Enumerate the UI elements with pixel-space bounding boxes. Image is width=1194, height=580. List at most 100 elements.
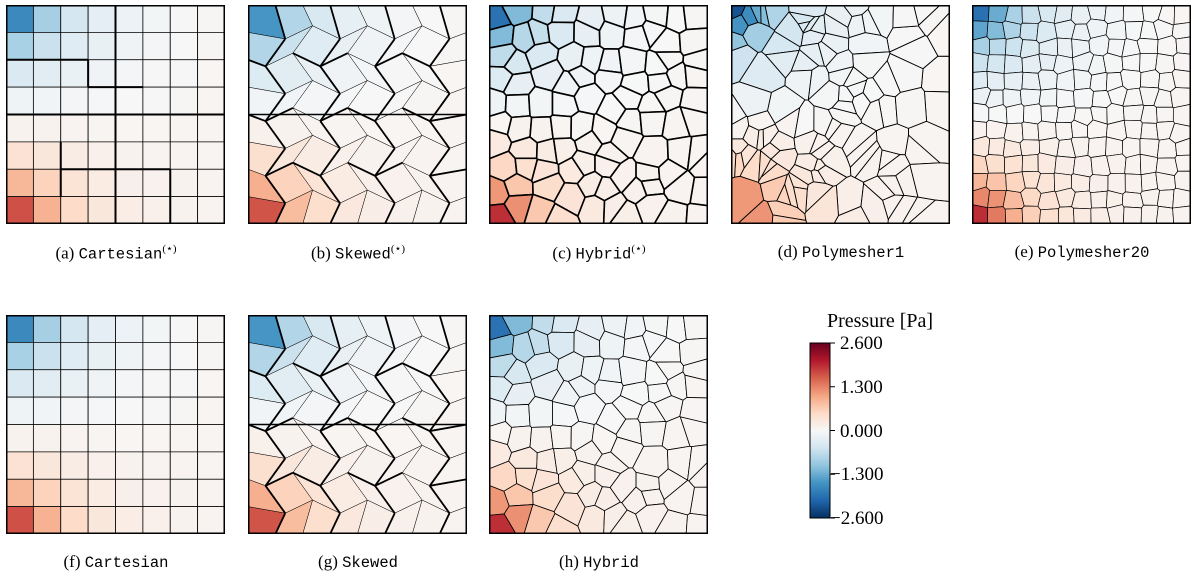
mesh-cell [87, 196, 116, 224]
mesh-cell [412, 499, 450, 534]
mesh-cell [972, 204, 989, 224]
mesh-edge [264, 457, 286, 487]
mesh-cell [197, 341, 225, 371]
mesh-cell [197, 478, 225, 508]
mesh-cell [142, 59, 171, 88]
mesh-cell [197, 369, 225, 398]
mesh-cell [197, 451, 225, 480]
mesh-cell [32, 396, 62, 425]
panel-frame [248, 5, 467, 224]
mesh-cell [1140, 105, 1158, 124]
mesh-cell [142, 315, 171, 343]
mesh-cell [32, 59, 62, 88]
mesh-cell [169, 141, 199, 170]
mesh-edge [264, 147, 286, 177]
mesh-cell [1140, 171, 1159, 192]
mesh-cell [32, 168, 62, 198]
mesh-cell [197, 114, 225, 143]
mesh-cell [60, 31, 89, 61]
mesh-cell [1004, 208, 1024, 224]
mesh-cell [1172, 187, 1191, 209]
mesh-cell [197, 424, 225, 453]
mesh-edge [347, 471, 376, 487]
colorbar-gradient [809, 342, 831, 519]
mesh-cell [682, 5, 708, 31]
mesh-cell [685, 512, 708, 534]
mesh-cell [1019, 88, 1042, 107]
mesh-cell [60, 168, 89, 198]
mesh-cell [1005, 103, 1025, 124]
mesh-cell [115, 451, 144, 480]
mesh-cell [1088, 34, 1110, 57]
mesh-cell [6, 315, 34, 343]
mesh-cell [6, 506, 34, 534]
mesh-edge [374, 362, 403, 378]
mesh-cell [987, 206, 1007, 224]
mesh-cell [6, 451, 34, 480]
panel-c-hybrid-star [489, 5, 708, 224]
mesh-cell [1021, 205, 1041, 224]
mesh-edge [329, 202, 341, 224]
mesh-cell [197, 396, 225, 425]
mesh-cell [197, 31, 225, 61]
mesh-edge [384, 315, 396, 350]
mesh-cell [302, 189, 341, 224]
mesh-cell [1175, 36, 1191, 55]
mesh-cell [142, 451, 171, 480]
mesh-cell [169, 114, 199, 143]
mesh-cell [972, 70, 989, 91]
mesh-cell [1169, 122, 1191, 144]
mesh-edge [264, 403, 286, 432]
mesh-cell [115, 196, 144, 224]
mesh-edge [274, 315, 287, 350]
mesh-cell [87, 5, 116, 33]
mesh-cell [682, 315, 708, 340]
mesh-cell [797, 21, 811, 33]
mesh-cell [1172, 52, 1191, 72]
mesh-cell [60, 506, 89, 534]
mesh-cell [1037, 152, 1057, 174]
mesh-edge [319, 120, 341, 149]
mesh-edge [374, 120, 396, 149]
mesh-cell [984, 154, 1006, 174]
mesh-cell [1140, 204, 1159, 224]
mesh-edge [384, 512, 396, 534]
mesh-edge [374, 457, 396, 487]
mesh-cell [115, 396, 144, 425]
mesh-cell [87, 31, 116, 61]
mesh-cell [115, 315, 144, 343]
mesh-cell [115, 341, 144, 371]
mesh-cell [32, 5, 62, 33]
mesh-cell [1021, 121, 1040, 141]
panel-g-skewed [248, 315, 467, 534]
mesh-edge [265, 471, 294, 487]
mesh-cell [87, 315, 116, 343]
mesh-cell [87, 86, 116, 115]
mesh-edge [264, 120, 286, 149]
mesh-cell [1004, 154, 1023, 175]
mesh-cell [1124, 153, 1142, 175]
mesh-cell [87, 114, 116, 143]
mesh-cell [1003, 54, 1024, 74]
mesh-cell [169, 5, 199, 33]
mesh-cell [1156, 189, 1175, 209]
mesh-cell [793, 130, 818, 155]
caption-b: (b) Skewed(⋆) [310, 243, 406, 264]
mesh-cell [759, 174, 788, 202]
mesh-cell [248, 196, 286, 224]
mesh-cell [60, 114, 89, 143]
mesh-cell [679, 106, 708, 138]
mesh-edge [264, 65, 286, 95]
mesh-cell [1040, 105, 1059, 124]
mesh-cell [892, 5, 920, 29]
mesh-edge [319, 430, 341, 459]
mesh-cell [1087, 136, 1107, 158]
mesh-edge [374, 348, 396, 377]
mesh-edge [292, 362, 321, 378]
caption-f: (f) Cartesian [63, 552, 169, 572]
mesh-edge [374, 375, 396, 405]
mesh-cell [6, 168, 34, 198]
mesh-cell [142, 5, 171, 33]
mesh-cell [60, 141, 89, 170]
mesh-cell [32, 141, 62, 170]
